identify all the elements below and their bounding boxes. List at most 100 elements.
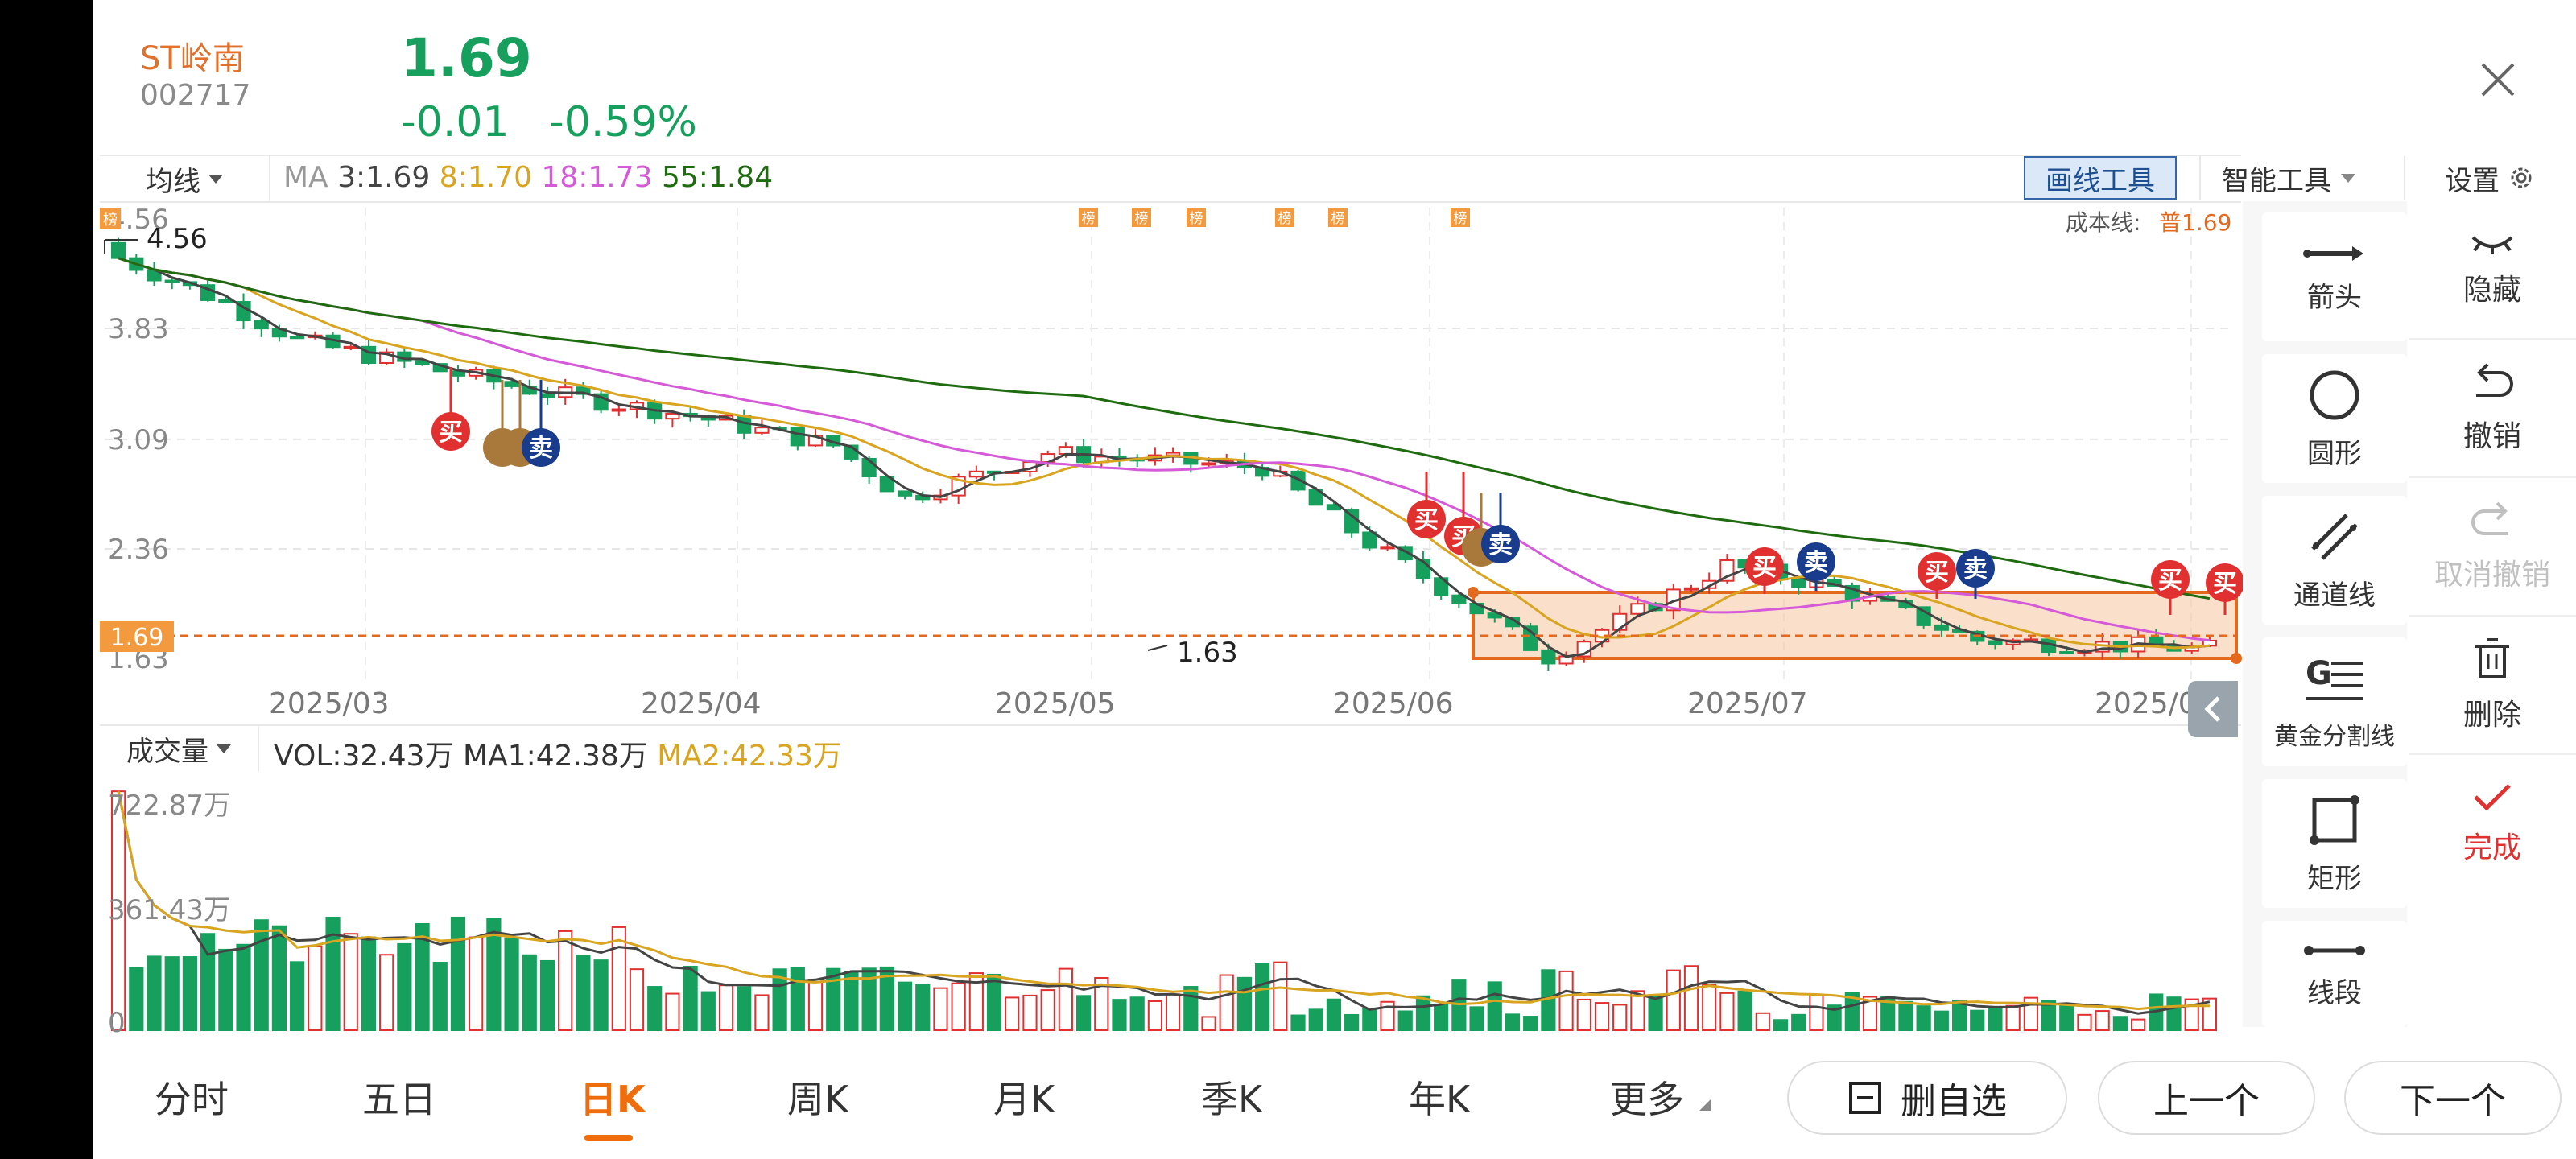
chevron-down-icon [208,174,223,184]
tool-channel[interactable]: 通道线 [2262,496,2407,625]
tool-golden-ratio[interactable]: G 黄金分割线 [2262,637,2407,766]
kline-chart[interactable]: 4.563.833.092.361.63 1.69 榜 4.56 1.63 成本… [93,201,2243,724]
tool-label: 箭头 [2307,281,2362,314]
buy-marker [1745,547,1784,586]
volume-bar [1755,1012,1770,1032]
candle-body [1290,470,1306,491]
volume-bar [790,967,805,1031]
chevron-down-icon [2341,173,2355,183]
list-badge [1187,208,1206,227]
ma-bar: 均线 MA 3:1.69 8:1.70 18:1.73 55:1.84 [100,155,2241,203]
volume-bar [397,942,412,1031]
smart-tool-button[interactable]: 智能工具 [2199,156,2376,200]
volume-bar [218,948,233,1031]
cost-line-label: 成本线: [2066,209,2140,236]
rect-handle[interactable] [2231,653,2242,664]
ma-values: MA 3:1.69 8:1.70 18:1.73 55:1.84 [283,161,773,194]
ma18-value: 18:1.73 [541,161,653,194]
volume-bar [129,967,144,1031]
list-badge-text: 榜 [1135,211,1149,227]
tool-arrow[interactable]: 箭头 [2262,212,2407,341]
tool-segment[interactable]: 线段 [2262,921,2407,1027]
ma-dropdown[interactable]: 均线 [100,156,270,201]
candle-body [254,320,269,330]
candle-body [2059,651,2074,655]
volume-bar [826,967,841,1031]
draw-tool-button[interactable]: 画线工具 [2024,156,2177,200]
volume-bar [1129,996,1145,1031]
volume-bar [111,790,126,1032]
ma55-line [118,257,2211,600]
list-badge [1328,208,1348,227]
volume-bar [1166,993,1181,1032]
bottom-navigation: 分时 五日 日K 周K 月K 季K 年K 更多 删自选 上一个 下一个 [93,1038,2576,1159]
volume-bar [379,954,394,1031]
volume-bar [432,961,448,1032]
candle-body [1702,580,1717,589]
buy-marker [431,412,470,451]
x-axis-label: 2025/03 [269,687,390,720]
volume-bar [290,961,305,1031]
x-axis-label: 2025/04 [641,687,762,720]
next-stock-button[interactable]: 下一个 [2344,1061,2562,1135]
volume-bar [254,919,269,1031]
tool-label: 黄金分割线 [2274,723,2395,751]
close-button[interactable] [2473,55,2523,105]
tab-more[interactable]: 更多 [1610,1070,1712,1124]
hide-button[interactable]: 隐藏 [2409,201,2576,340]
candle-body [1791,579,1806,588]
volume-values: VOL:32.43万 MA1:42.38万 MA2:42.33万 [274,732,842,774]
delete-button[interactable]: 删除 [2409,617,2576,755]
collapse-panel-button[interactable] [2188,681,2238,737]
vol-value: VOL:32.43万 [274,740,454,773]
candle-body [897,490,913,497]
volume-bar [1683,965,1699,1031]
volume-bar [2130,1018,2146,1032]
volume-bar [2005,1004,2021,1031]
ma8-value: 8:1.70 [439,161,532,194]
list-badge [1132,208,1151,227]
tool-label: 矩形 [2307,862,2362,895]
volume-bar [1273,961,1288,1032]
undo-icon [2476,363,2513,397]
undo-button[interactable]: 撤销 [2409,340,2576,478]
volume-chart[interactable]: 722.87万 361.43万 0 [93,724,2243,1038]
done-button[interactable]: 完成 [2409,755,2576,892]
svg-text:G: G [2306,655,2332,692]
list-badge [1451,208,1470,227]
tool-rectangle[interactable]: 矩形 [2262,779,2407,908]
tab-yearly-k[interactable]: 年K [1409,1078,1471,1121]
drawing-tools-panel: 箭头 圆形 通道线 G 黄金分割线 矩形 线段 [2243,201,2407,1027]
volume-bar [611,926,626,1031]
signal-label: 卖 [1488,531,1513,559]
signal-label: 买 [1414,506,1439,534]
volume-bar [1666,969,1681,1032]
candle-body [1058,446,1073,456]
volume-bar [593,959,609,1031]
volume-bar [1791,1013,1806,1031]
volume-bar [1558,970,1574,1031]
tab-weekly-k[interactable]: 周K [787,1078,849,1121]
volume-dropdown[interactable]: 成交量 [100,726,259,771]
tab-intraday[interactable]: 分时 [155,1078,229,1121]
channel-icon [2311,513,2358,560]
tab-quarterly-k[interactable]: 季K [1201,1078,1263,1121]
signal-label: 卖 [1804,549,1828,577]
volume-bar [1415,995,1431,1031]
rect-handle[interactable] [1468,587,1479,598]
settings-button[interactable]: 设置 [2404,156,2574,200]
volume-bar [1201,1016,1216,1032]
tool-circle[interactable]: 圆形 [2262,354,2407,483]
tab-monthly-k[interactable]: 月K [993,1078,1055,1121]
volume-bar [2041,1000,2057,1032]
remove-watchlist-button[interactable]: 删自选 [1787,1061,2067,1135]
volume-bar [1308,1008,1323,1031]
close-icon [2481,63,2515,97]
volume-bar [1487,981,1502,1031]
previous-stock-button[interactable]: 上一个 [2098,1061,2315,1135]
golden-ratio-icon: G [2306,655,2363,700]
redo-button[interactable]: 取消撤销 [2409,478,2576,617]
tab-daily-k[interactable]: 日K [580,1078,646,1121]
tab-five-day[interactable]: 五日 [362,1078,436,1121]
sell-marker [522,428,560,467]
